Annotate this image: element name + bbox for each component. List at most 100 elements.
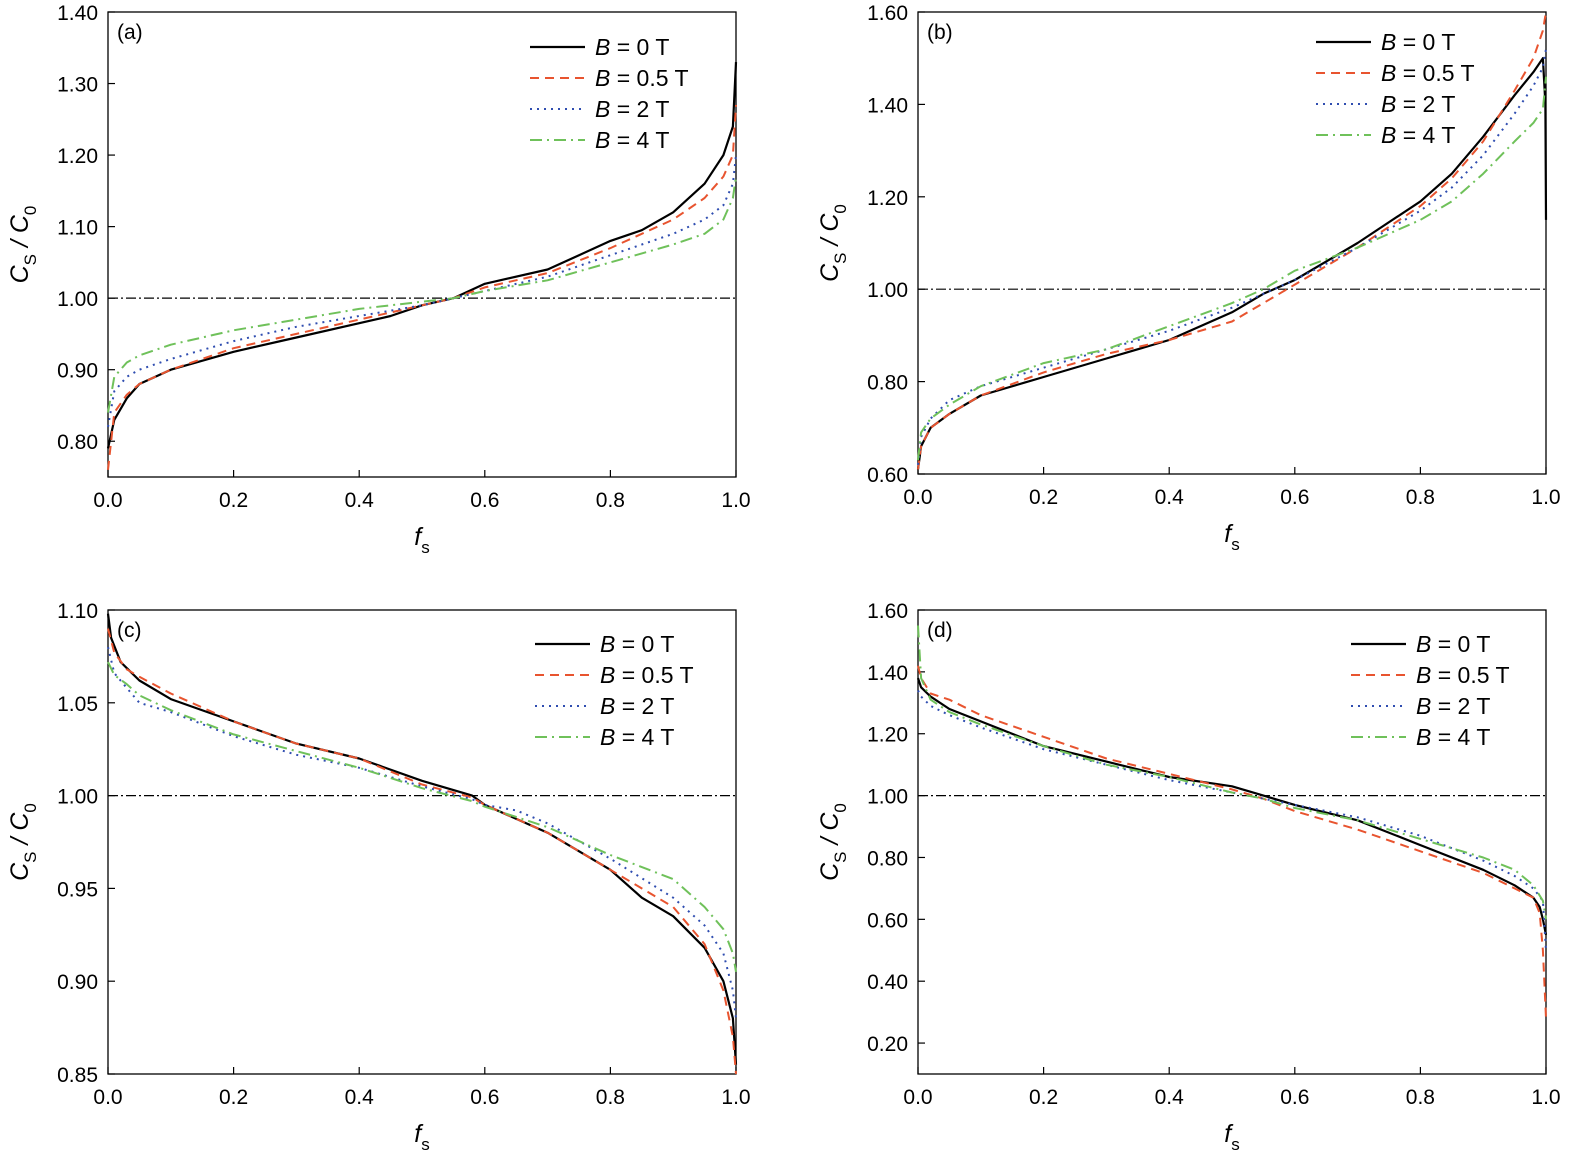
y-tick-label: 1.20 [867,187,908,210]
legend-var: B [1416,724,1431,750]
y-tick-label: 1.00 [57,288,98,311]
legend-entry-0: B = 0 T [1381,29,1455,55]
y-axis-ylabel-sub: S [831,851,850,862]
y-tick-label: 1.10 [57,600,98,623]
legend-text: = 4 T [610,127,669,153]
series-line-3 [917,76,1547,461]
legend-var: B [595,34,610,60]
legend-entry-0: B = 0 T [1416,631,1490,657]
panel-c: 0.0 0.2 0.4 0.6 0.8 1.0 0.85 0.90 0.95 1.00 1.05 1.… [6,600,751,1154]
legend-var: B [600,724,615,750]
legend: B = 0 TB = 0.5 TB = 2 TB = 4 T [535,631,694,750]
legend-text: = 4 T [1431,724,1490,750]
y-axis-ylabel-sub2: 0 [831,803,850,812]
x-tick-label: 0.2 [219,1086,248,1109]
y-axis-ylabel-mid: / C [816,213,844,253]
legend-var: B [1381,91,1396,117]
x-tick-label: 0.4 [345,489,375,512]
y-axis-ylabel-mid: / C [6,214,34,254]
y-axis-ylabel: C [6,862,34,881]
y-axis-label: CS / C0 [816,803,850,881]
y-tick-label: 1.30 [57,74,98,97]
legend-text: = 4 T [1396,122,1455,148]
legend-entry-3: B = 4 T [595,127,669,153]
x-tick-label: 0.6 [470,1086,499,1109]
series-line-2 [107,646,737,1019]
legend-var: B [1381,60,1396,86]
y-tick-label: 0.90 [57,360,98,383]
legend-entry-3: B = 4 T [1416,724,1490,750]
legend-text: = 2 T [610,96,669,122]
panel-label: (b) [927,21,953,44]
legend-text: = 0.5 T [1431,662,1509,688]
x-tick-label: 0.2 [1029,1086,1058,1109]
legend-text: = 0 T [1431,631,1490,657]
y-tick-label: 0.40 [867,971,908,994]
y-axis-ylabel-mid: / C [6,812,34,852]
x-tick-label: 0.0 [93,489,122,512]
x-axis-var: f [1224,1120,1234,1148]
legend-entry-0: B = 0 T [600,631,674,657]
x-axis-label: fs [414,1120,429,1154]
y-tick-label: 0.80 [867,372,908,395]
panel-b: 0.0 0.2 0.4 0.6 0.8 1.0 0.60 0.80 1.00 1.20 1.40 1.… [816,2,1561,554]
legend-var: B [600,631,615,657]
y-tick-label: 1.40 [867,94,908,117]
y-axis-ylabel: C [6,264,34,283]
x-tick-label: 0.2 [1029,486,1058,509]
legend-entry-3: B = 4 T [1381,122,1455,148]
legend-text: = 0 T [610,34,669,60]
y-tick-label: 1.20 [867,724,908,747]
x-tick-label: 0.6 [1280,1086,1309,1109]
legend-entry-1: B = 0.5 T [1381,60,1475,86]
series-line-2 [917,48,1547,465]
y-tick-label: 1.60 [867,2,908,25]
x-tick-label: 0.8 [1406,486,1435,509]
y-tick-label: 1.00 [57,786,98,809]
y-axis-label: CS / C0 [816,204,850,282]
plot-frame [107,609,737,1075]
x-tick-label: 1.0 [721,1086,750,1109]
x-tick-label: 0.4 [1155,486,1185,509]
series-line-1 [917,11,1547,470]
y-tick-label: 0.60 [867,909,908,932]
plot-frame [917,609,1547,1075]
y-tick-label: 1.00 [867,786,908,809]
x-axis-sub: s [1231,535,1240,554]
legend-entry-2: B = 2 T [1416,693,1490,719]
x-axis-label: fs [414,523,429,557]
x-axis-sub: s [421,538,430,557]
y-axis-ylabel-sub: S [831,252,850,263]
x-tick-label: 0.4 [1155,1086,1185,1109]
y-tick-label: 1.05 [57,693,98,716]
legend-entry-2: B = 2 T [595,96,669,122]
legend-text: = 2 T [1396,91,1455,117]
x-axis-label: fs [1224,1120,1239,1154]
y-tick-label: 0.95 [57,878,98,901]
y-axis-ylabel-sub: S [21,851,40,862]
legend-entry-3: B = 4 T [600,724,674,750]
x-tick-label: 0.8 [1406,1086,1435,1109]
y-axis-ylabel: C [816,263,844,282]
legend: B = 0 TB = 0.5 T B = 2 T B = 4 T [530,34,689,153]
panel-label: (c) [117,619,142,642]
legend-var: B [595,65,610,91]
legend-var: B [1416,693,1431,719]
x-axis-var: f [1224,520,1234,548]
x-tick-label: 0.0 [903,1086,932,1109]
x-tick-label: 0.0 [903,486,932,509]
series-line-0 [916,57,1548,470]
y-tick-label: 1.10 [57,217,98,240]
legend-text: = 0.5 T [610,65,688,91]
legend-var: B [600,693,615,719]
y-tick-label: 1.00 [867,279,908,302]
x-axis-sub: s [421,1135,430,1154]
panel-label: (d) [927,619,953,642]
legend-text: = 0 T [615,631,674,657]
legend-entry-2: B = 2 T [600,693,674,719]
y-tick-label: 0.85 [57,1064,98,1087]
y-tick-label: 0.80 [57,431,98,454]
y-axis-label: CS / C0 [6,206,40,284]
y-tick-label: 0.80 [867,847,908,870]
